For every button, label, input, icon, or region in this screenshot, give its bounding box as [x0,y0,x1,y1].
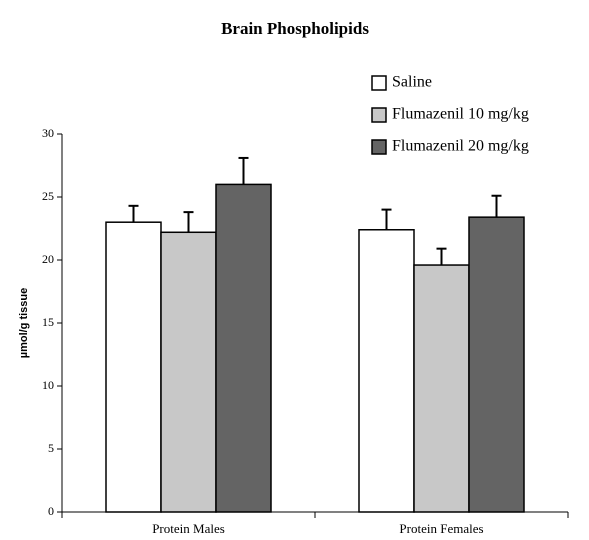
bar [413,264,470,513]
y-tick-label: 20 [42,252,54,266]
legend-swatch [371,75,387,91]
y-tick-label: 25 [42,189,54,203]
legend-swatch [371,107,387,123]
bar [468,216,525,513]
y-axis-label: µmol/g tissue [18,288,30,359]
y-tick-label: 10 [42,378,54,392]
bar [215,183,272,513]
y-tick-label: 30 [42,126,54,140]
legend-label: Flumazenil 10 mg/kg [392,106,529,123]
x-tick-label: Protein Males [152,521,225,536]
y-tick-label: 0 [48,504,54,518]
y-tick-label: 15 [42,315,54,329]
x-tick-label: Protein Females [399,521,483,536]
bar [160,231,217,513]
y-tick-label: 5 [48,441,54,455]
legend-label: Flumazenil 20 mg/kg [392,138,529,155]
legend-label: Saline [392,74,432,91]
bar [105,221,162,513]
chart-title: Brain Phospholipids [221,19,369,38]
bar [358,229,415,513]
legend-swatch [371,139,387,155]
